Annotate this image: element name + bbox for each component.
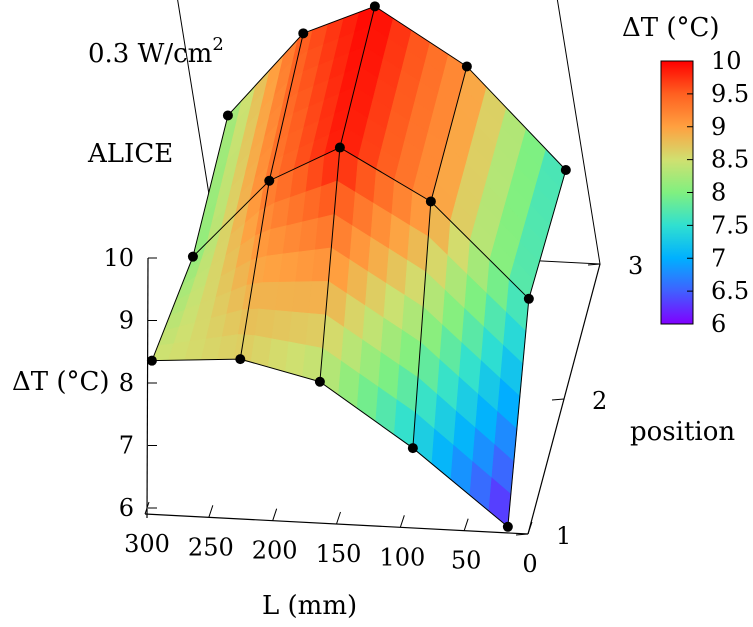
colorbar-tick-label: 6.5 bbox=[711, 277, 749, 305]
z-tick-label: 7 bbox=[119, 432, 134, 460]
colorbar-ticks: 10 9.5 9 8.5 8 7.5 7 6.5 6 bbox=[687, 47, 749, 338]
y-tick-label: 3 bbox=[628, 252, 643, 280]
x-tick-mark bbox=[336, 511, 341, 525]
data-point bbox=[369, 1, 380, 12]
data-point bbox=[298, 28, 309, 39]
y-tick-mark bbox=[515, 533, 529, 536]
surface-patch bbox=[288, 311, 310, 346]
x-tick-label: 50 bbox=[451, 547, 482, 575]
detector-annotation: ALICE bbox=[87, 139, 173, 169]
colorbar-tick-label: 9.5 bbox=[711, 80, 749, 108]
surface-patches bbox=[151, 5, 567, 528]
colorbar-tick-label: 7.5 bbox=[711, 211, 749, 239]
data-point bbox=[314, 376, 325, 387]
y-axis-label: position bbox=[630, 417, 735, 447]
x-tick-label: 0 bbox=[522, 550, 537, 578]
data-point bbox=[264, 175, 275, 186]
surface-patch bbox=[291, 281, 313, 314]
x-tick-label: 100 bbox=[379, 543, 425, 571]
data-point bbox=[334, 142, 345, 153]
z-tick-label: 6 bbox=[119, 494, 134, 522]
colorbar-tick-label: 10 bbox=[711, 47, 742, 75]
data-points bbox=[146, 1, 571, 532]
x-tick-mark bbox=[208, 505, 214, 518]
z-axis-label: ΔT (°C) bbox=[12, 367, 110, 397]
data-point bbox=[425, 196, 436, 207]
colorbar-tick-label: 6 bbox=[711, 310, 726, 338]
x-tick-mark bbox=[463, 518, 469, 531]
data-point bbox=[560, 165, 571, 175]
x-tick-mark bbox=[272, 508, 278, 521]
axes: 6 7 8 9 10 300 250 200 150 100 50 01 2 3 bbox=[103, 244, 643, 578]
data-point bbox=[146, 355, 157, 366]
colorbar-tick-label: 7 bbox=[711, 244, 726, 272]
power-annotation: 0.3 W/cm2 bbox=[88, 34, 224, 69]
z-axis-line bbox=[146, 257, 149, 519]
x-tick-mark bbox=[399, 515, 405, 528]
colorbar-tick-label: 9 bbox=[711, 113, 726, 141]
data-point bbox=[222, 110, 233, 121]
colorbar-tick-label: 8 bbox=[711, 179, 726, 207]
colorbar: ΔT (°C) 10 9.5 9 8.5 8 7.5 7 6.5 6 bbox=[622, 13, 749, 338]
surface-patch bbox=[285, 341, 307, 378]
x-tick-mark bbox=[527, 521, 533, 535]
x-tick-label: 250 bbox=[188, 533, 234, 561]
y-tick-mark bbox=[587, 263, 601, 266]
y-tick-label: 2 bbox=[592, 387, 607, 415]
y-tick-mark bbox=[551, 398, 565, 401]
y-tick-label: 1 bbox=[556, 522, 571, 550]
z-tick-label: 9 bbox=[119, 307, 134, 335]
z-tick-label: 8 bbox=[119, 369, 134, 397]
data-point bbox=[502, 521, 513, 532]
surface-patch bbox=[302, 344, 324, 383]
x-tick-label: 150 bbox=[316, 540, 362, 568]
colorbar-title: ΔT (°C) bbox=[622, 13, 720, 43]
surface-patch bbox=[305, 313, 326, 349]
z-tick-label: 10 bbox=[103, 244, 134, 272]
data-point bbox=[235, 354, 246, 365]
data-point bbox=[461, 61, 472, 72]
data-point bbox=[407, 443, 418, 454]
x-tick-label: 200 bbox=[252, 537, 298, 565]
data-point bbox=[187, 251, 198, 262]
x-tick-mark bbox=[144, 501, 150, 515]
x-tick-label: 300 bbox=[124, 530, 170, 558]
data-point bbox=[523, 293, 534, 304]
x-axis-label: L (mm) bbox=[262, 591, 357, 621]
colorbar-tick-label: 8.5 bbox=[711, 146, 749, 174]
